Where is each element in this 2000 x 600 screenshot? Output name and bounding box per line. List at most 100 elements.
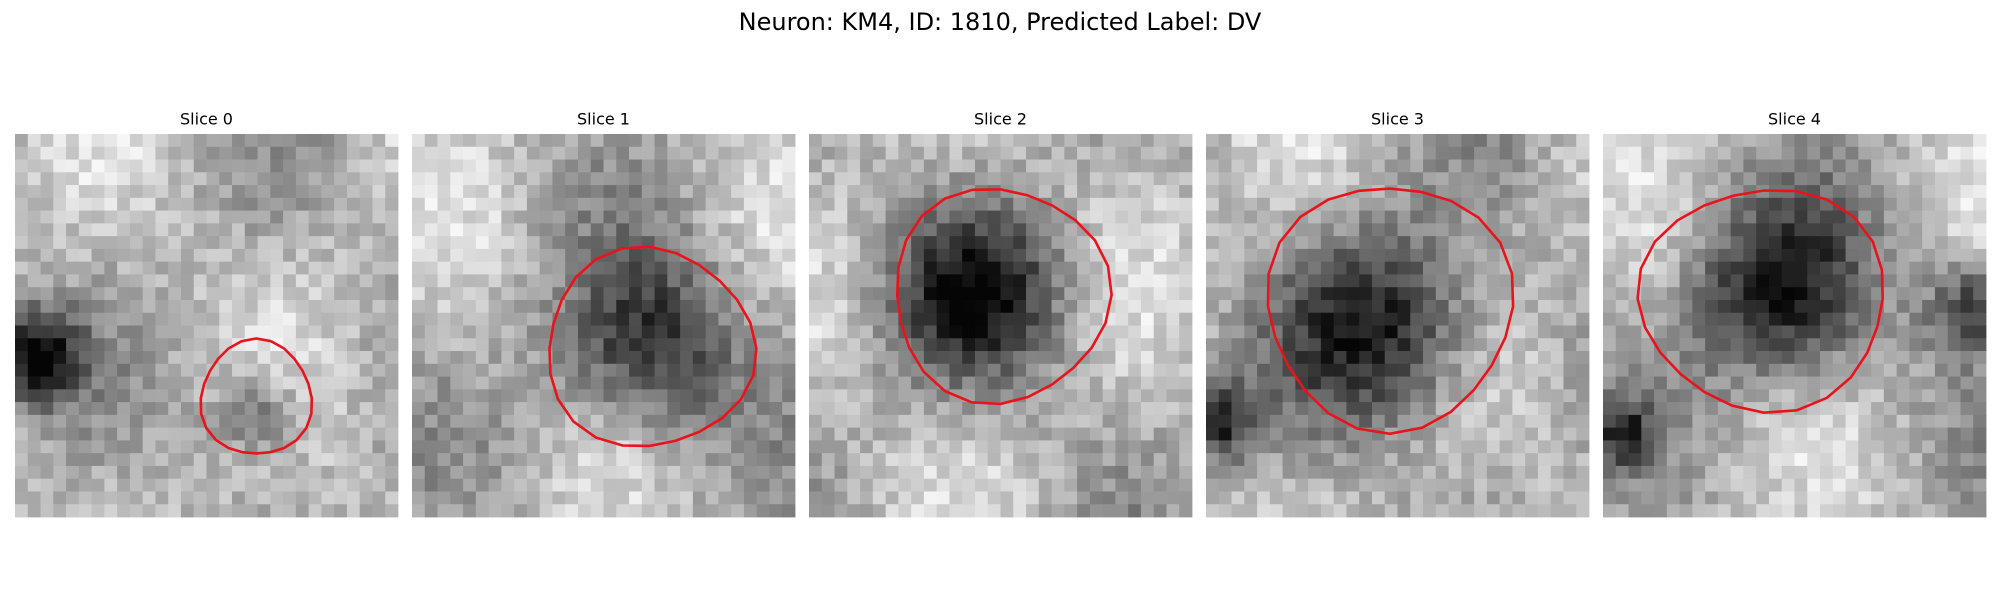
pixel [488,223,502,237]
pixel [1922,312,1936,326]
pixel [923,504,938,518]
pixel [1883,134,1898,148]
pixel [66,504,80,518]
pixel [1038,274,1052,288]
pixel [142,414,156,429]
pixel [437,338,451,352]
pixel [117,146,131,160]
pixel [334,146,348,160]
pixel [1832,236,1846,250]
pixel [1064,491,1078,505]
pixel [821,299,835,314]
pixel [1603,287,1617,301]
pixel [244,274,258,288]
pixel [1333,248,1347,263]
pixel [53,197,67,211]
pixel [334,248,348,263]
pixel [1448,172,1462,186]
pixel [514,491,528,505]
pixel [1295,146,1309,160]
pixel [1359,236,1373,250]
pixel [1628,504,1642,518]
pixel [1922,287,1936,301]
pixel [1423,172,1437,186]
pixel [1153,478,1167,492]
pixel [821,363,835,377]
pixel [15,504,29,518]
pixel [705,134,719,148]
pixel [1115,223,1129,237]
pixel [974,159,989,173]
pixel [680,261,694,275]
pixel [1666,134,1680,148]
pixel [1486,185,1501,199]
pixel [692,248,707,263]
pixel [1026,325,1040,339]
pixel [1371,261,1386,275]
pixel [1537,504,1552,518]
pixel [1730,478,1744,492]
pixel [872,453,886,467]
pixel [78,325,92,339]
pixel [1909,325,1923,339]
pixel [1384,146,1398,160]
pixel [244,440,258,454]
pixel [1499,236,1513,250]
pixel [1525,172,1539,186]
pixel [1231,376,1245,390]
pixel [1140,402,1155,416]
pixel [603,185,617,199]
pixel [450,197,464,211]
pixel [1794,248,1808,263]
pixel [334,287,348,301]
pixel [1858,453,1872,467]
pixel [769,402,783,416]
pixel [1499,389,1513,403]
pixel [501,274,515,288]
pixel [1525,453,1539,467]
pixel [1537,299,1552,314]
pixel [1563,299,1577,314]
pixel [1973,223,1987,237]
pixel [1628,261,1642,275]
pixel [180,478,195,492]
pixel [1973,325,1987,339]
pixel [1973,414,1987,429]
pixel [1537,197,1552,211]
pixel [1512,453,1526,467]
pixel [1550,427,1564,441]
pixel [911,491,925,505]
pixel [450,210,464,224]
pixel [321,376,335,390]
pixel [155,376,169,390]
pixel [206,185,220,199]
pixel [705,287,719,301]
pixel [1909,402,1923,416]
pixel [1051,363,1065,377]
pixel [359,325,373,339]
pixel [412,159,426,173]
pixel [359,478,373,492]
pixel [692,478,707,492]
pixel [78,427,92,441]
panel-title: Slice 1 [577,110,630,129]
pixel [885,491,899,505]
pixel [1781,261,1795,275]
pixel [885,274,899,288]
pixel [463,274,477,288]
pixel [1000,210,1014,224]
pixel [1397,363,1411,377]
pixel [1231,287,1245,301]
pixel [117,491,131,505]
pixel [616,453,630,467]
pixel [1934,389,1949,403]
pixel [1756,453,1770,467]
pixel [283,465,297,480]
pixel [1218,134,1232,148]
pixel [27,351,41,365]
pixel [1654,299,1668,314]
pixel [769,210,783,224]
pixel [974,146,989,160]
pixel [142,465,156,480]
pixel [450,440,464,454]
